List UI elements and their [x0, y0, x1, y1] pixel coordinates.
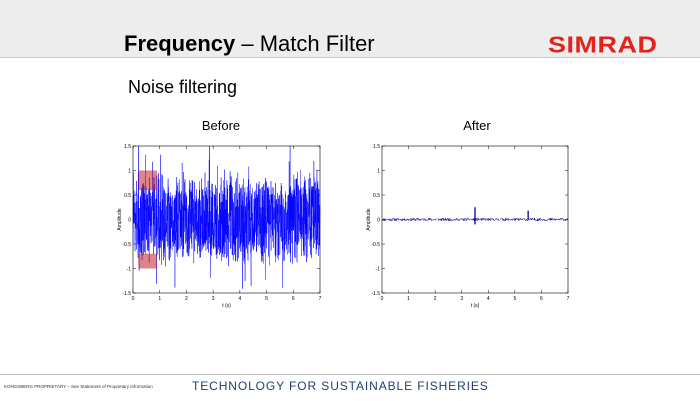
- before-y-tick-label: 0: [128, 217, 131, 223]
- after-x-tick-label: 3: [460, 296, 463, 302]
- after-y-tick-label: 1.5: [373, 144, 380, 150]
- before-highlight-region: [138, 170, 158, 191]
- before-x-tick-label: 2: [185, 296, 188, 302]
- after-y-tick-label: 0: [377, 217, 380, 223]
- after-y-tick-label: 1: [377, 168, 380, 174]
- simrad-logo: SIMRAD: [548, 32, 658, 58]
- slide-header: [0, 0, 700, 57]
- before-y-tick-label: 1: [128, 168, 131, 174]
- before-panel-label: Before: [201, 118, 241, 133]
- after-y-axis-label: Amplitude: [366, 208, 372, 230]
- after-y-tick-label: -0.5: [371, 242, 380, 248]
- before-y-tick-label: -1.5: [122, 291, 131, 297]
- before-y-tick-label: -1: [127, 266, 132, 272]
- slide-title: Frequency – Match Filter: [124, 31, 375, 57]
- before-y-tick-label: 1.5: [124, 144, 131, 150]
- before-x-axis-label: t (s): [222, 303, 231, 309]
- footer-divider: [0, 374, 700, 375]
- after-x-tick-label: 5: [513, 296, 516, 302]
- before-x-tick-label: 0: [132, 296, 135, 302]
- before-x-tick-label: 6: [292, 296, 295, 302]
- after-x-tick-label: 2: [434, 296, 437, 302]
- before-x-tick-label: 4: [238, 296, 241, 302]
- before-x-tick-label: 1: [158, 296, 161, 302]
- before-highlight-region: [138, 253, 158, 269]
- after-x-tick-label: 1: [407, 296, 410, 302]
- header-divider: [0, 57, 700, 58]
- after-x-axis-label: t (s): [471, 303, 480, 309]
- after-y-tick-label: -1.5: [371, 291, 380, 297]
- after-y-tick-label: -1: [376, 266, 381, 272]
- section-heading: Noise filtering: [128, 77, 238, 97]
- after-x-tick-label: 4: [487, 296, 490, 302]
- after-x-tick-label: 0: [381, 296, 384, 302]
- after-y-tick-label: 0.5: [373, 193, 380, 199]
- after-panel-label: After: [463, 118, 491, 133]
- before-x-tick-label: 5: [265, 296, 268, 302]
- before-x-tick-label: 7: [319, 296, 322, 302]
- before-y-tick-label: 0.5: [124, 193, 131, 199]
- before-y-tick-label: -0.5: [122, 242, 131, 248]
- slide-title-rest: – Match Filter: [235, 31, 375, 56]
- footer-proprietary-text: KONGSBERG PROPRIETARY – See Statement of…: [4, 384, 153, 389]
- before-x-tick-label: 3: [212, 296, 215, 302]
- after-x-tick-label: 7: [567, 296, 570, 302]
- before-series-line: [132, 145, 321, 289]
- after-x-tick-label: 6: [540, 296, 543, 302]
- footer-tagline: TECHNOLOGY FOR SUSTAINABLE FISHERIES: [192, 379, 489, 393]
- slide-title-bold: Frequency: [124, 31, 236, 56]
- before-y-axis-label: Amplitude: [117, 208, 123, 230]
